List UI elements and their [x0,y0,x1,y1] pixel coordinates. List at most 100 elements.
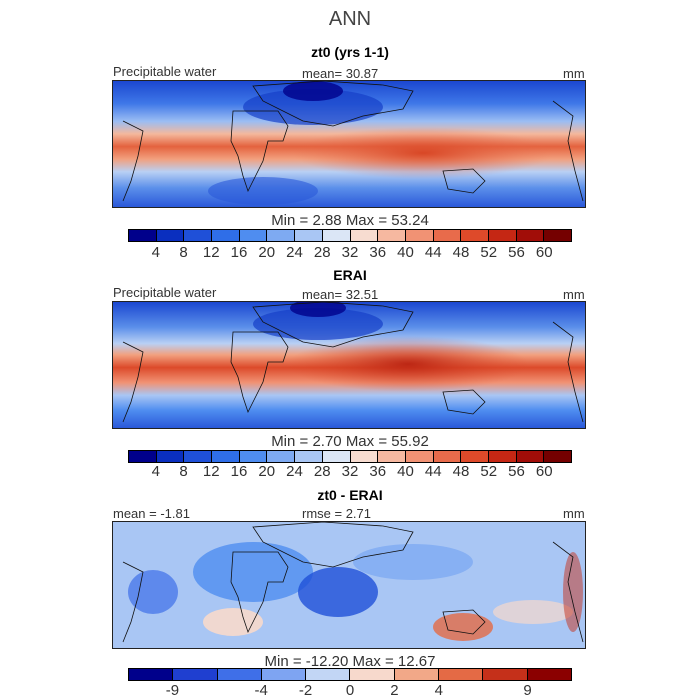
figure-title: ANN [328,8,372,30]
colorbar-swatch [544,451,571,462]
colorbar-tick-label: 4 [151,463,160,480]
colorbar-tick-label: 40 [397,244,414,261]
colorbar-tick-label: 4 [434,682,443,699]
panel-3-rmse-label: rmse = 2.71 [302,506,372,521]
colorbar-tick-label: 8 [179,463,188,480]
colorbar-swatch [394,669,440,680]
panel-3-map [112,521,586,649]
colorbar-tick-label: 52 [480,244,498,261]
panel-2-colorbar-ticks: 4 8 12 16 20 24 28 32 36 40 44 48 52 56 60 [128,463,572,481]
colorbar-swatch [184,230,213,241]
panel-3-colorbar-ticks: -9 -4 -2 0 2 4 9 [128,682,572,700]
colorbar-tick-label: -2 [298,682,313,699]
colorbar-tick-label: -9 [165,682,180,699]
colorbar-swatch [461,451,489,462]
colorbar-tick-label: 48 [452,244,470,261]
colorbar-tick-label: 4 [151,244,160,261]
colorbar-swatch [544,230,571,241]
colorbar-tick-label: -4 [254,682,268,699]
colorbar-tick-label: 40 [397,463,414,480]
panel-3-mean-label: mean = -1.81 [113,506,190,521]
panel-1-title: zt0 (yrs 1-1) [311,44,389,60]
colorbar-tick-label: 16 [230,244,248,261]
colorbar-swatch [156,451,185,462]
colorbar-swatch [261,669,307,680]
colorbar-tick-label: 24 [286,463,303,480]
panel-1-map [112,80,586,208]
colorbar-swatch [156,230,185,241]
colorbar-swatch [212,230,240,241]
colorbar-tick-label: 28 [313,463,331,480]
colorbar-tick-label: 2 [390,682,399,699]
panel-1-minmax: Min = 2.88 Max = 53.24 [271,212,429,229]
colorbar-swatch [239,230,268,241]
panel-3-units-label: mm [563,506,585,521]
colorbar-tick-label: 48 [452,463,470,480]
panel-1-variable-label: Precipitable water [113,64,217,79]
colorbar-swatch [306,669,351,680]
colorbar-swatch [488,230,517,241]
colorbar-swatch [516,451,545,462]
colorbar-tick-label: 20 [258,244,276,261]
colorbar-swatch [267,451,296,462]
colorbar-tick-label: 0 [345,682,355,699]
colorbar-tick-label: 52 [480,463,498,480]
panel-2-variable-label: Precipitable water [113,285,217,300]
colorbar-tick-label: 44 [424,244,442,261]
colorbar-tick-label: 8 [179,244,188,261]
colorbar-swatch [378,451,406,462]
colorbar-tick-label: 56 [508,463,525,480]
panel-2-title: ERAI [333,267,367,283]
colorbar-tick-label: 56 [508,244,525,261]
colorbar-swatch [217,669,262,680]
colorbar-swatch [184,451,213,462]
colorbar-swatch [461,230,489,241]
panel-1-colorbar-ticks: 4 8 12 16 20 24 28 32 36 40 44 48 52 56 60 [128,244,572,262]
panel-2-mean-label: mean= 32.51 [302,287,379,302]
colorbar-swatch [350,669,395,680]
colorbar-swatch [129,230,157,241]
panel-2-map-field [113,302,585,428]
colorbar-tick-label: 32 [341,463,359,480]
colorbar-swatch [516,230,545,241]
colorbar-tick-label: 60 [535,463,553,480]
panel-2-units-label: mm [563,287,585,302]
colorbar-swatch [350,230,379,241]
colorbar-tick-label: 20 [258,463,276,480]
colorbar-swatch [433,451,462,462]
colorbar-swatch [322,451,351,462]
colorbar-tick-label: 16 [230,463,248,480]
colorbar-swatch [439,669,484,680]
colorbar-tick-label: 36 [369,463,387,480]
panel-2-colorbar [128,450,572,463]
colorbar-swatch [433,230,462,241]
colorbar-swatch [322,230,351,241]
colorbar-tick-label: 12 [202,244,220,261]
colorbar-swatch [350,451,379,462]
colorbar-tick-label: 32 [341,244,359,261]
colorbar-swatch [295,451,323,462]
panel-3-minmax: Min = -12.20 Max = 12.67 [264,653,436,670]
colorbar-swatch [212,451,240,462]
panel-1-units-label: mm [563,66,585,81]
colorbar-swatch [173,669,218,680]
panel-2-minmax: Min = 2.70 Max = 55.92 [271,433,429,450]
panel-1-mean-label: mean= 30.87 [302,66,379,81]
colorbar-tick-label: 24 [286,244,303,261]
colorbar-swatch [405,230,434,241]
panel-1-colorbar [128,229,572,242]
colorbar-swatch [483,669,528,680]
panel-3-colorbar [128,668,572,681]
colorbar-tick-label: 44 [424,463,442,480]
colorbar-tick-label: 36 [369,244,387,261]
colorbar-swatch [378,230,406,241]
colorbar-swatch [295,230,323,241]
colorbar-tick-label: 28 [313,244,331,261]
colorbar-swatch [267,230,296,241]
colorbar-tick-label: 12 [202,463,220,480]
panel-3-title: zt0 - ERAI [317,487,383,503]
panel-3-map-field [113,522,585,648]
colorbar-tick-label: 9 [523,682,532,699]
colorbar-swatch [129,669,174,680]
colorbar-swatch [239,451,268,462]
